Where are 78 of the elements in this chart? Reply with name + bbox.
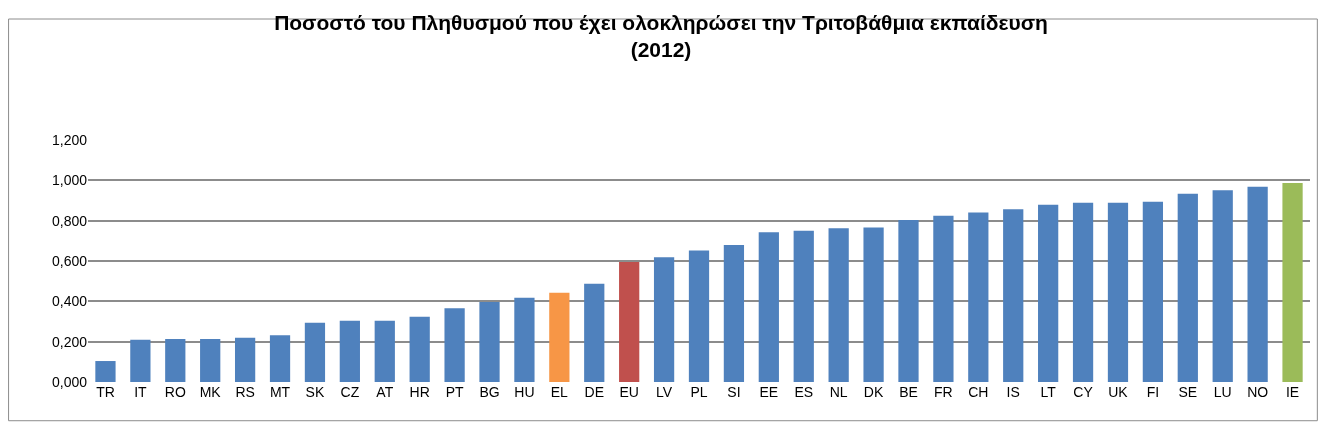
- bar: [1247, 186, 1268, 382]
- bar: [968, 212, 989, 382]
- x-tick-label: HU: [514, 384, 535, 400]
- bar: [374, 320, 395, 382]
- y-tick-label: 0,200: [51, 333, 88, 350]
- bar: [1212, 190, 1233, 382]
- x-tick-label: MT: [269, 384, 291, 400]
- bar: [933, 215, 954, 382]
- x-tick-label: SE: [1178, 384, 1198, 400]
- y-tick-label: 0,800: [51, 212, 88, 229]
- bar: [444, 308, 465, 382]
- x-tick-label: SI: [727, 384, 741, 400]
- x-tick-label: PT: [445, 384, 464, 400]
- bar: [409, 316, 430, 382]
- bar: [653, 257, 675, 382]
- x-tick-label: TR: [96, 384, 115, 400]
- x-tick-label: CZ: [340, 384, 360, 400]
- bar: [549, 292, 570, 382]
- bar: [1177, 193, 1198, 382]
- bar: [234, 337, 256, 382]
- bar: [758, 232, 779, 382]
- y-tick-label: 1,200: [51, 131, 88, 148]
- x-tick-label: MK: [199, 384, 222, 400]
- x-tick-label: AT: [376, 384, 394, 400]
- bar: [863, 227, 884, 382]
- x-tick-label: BG: [479, 384, 500, 400]
- x-tick-label: IT: [134, 384, 148, 400]
- bar: [514, 297, 535, 382]
- x-tick-label: UK: [1108, 384, 1129, 400]
- y-tick-label: 0,400: [51, 293, 88, 310]
- x-tick-label: LT: [1040, 384, 1057, 400]
- bar: [95, 361, 116, 382]
- x-tick-label: EU: [619, 384, 639, 400]
- bar: [1142, 201, 1164, 382]
- bar: [723, 245, 745, 382]
- x-tick-label: RS: [235, 384, 255, 400]
- bar: [584, 283, 605, 382]
- bar: [1072, 202, 1094, 382]
- bar: [1003, 209, 1024, 382]
- x-tick-label: EE: [759, 384, 779, 400]
- chart-title: Ποσοστό του Πληθυσμού που έχει ολοκληρώσει την Τριτοβάθμια εκπαίδευση (2012): [274, 10, 1048, 62]
- x-tick-label: NO: [1247, 384, 1269, 400]
- x-tick-label: IE: [1285, 384, 1300, 400]
- bar: [304, 322, 326, 382]
- bar: [165, 339, 186, 382]
- bar: [479, 301, 500, 382]
- bar: [1282, 182, 1303, 382]
- x-tick-label: EL: [550, 384, 569, 400]
- bar: [339, 320, 360, 382]
- bar: [898, 220, 919, 382]
- x-tick-label: DK: [863, 384, 884, 400]
- x-tick-label: CY: [1073, 384, 1094, 400]
- x-tick-label: NL: [829, 384, 848, 400]
- x-tick-label: IS: [1006, 384, 1020, 400]
- y-tick-label: 0,600: [51, 252, 88, 269]
- bar: [1038, 204, 1059, 382]
- x-tick-label: PL: [690, 384, 708, 400]
- bar: [269, 335, 291, 382]
- x-tick-label: LV: [656, 384, 673, 400]
- x-tick-label: DE: [584, 384, 604, 400]
- x-tick-label: SK: [305, 384, 325, 400]
- y-tick-label: 0,000: [51, 373, 88, 390]
- bar: [200, 339, 221, 382]
- bar: [688, 250, 710, 382]
- x-tick-label: FI: [1146, 384, 1160, 400]
- x-tick-label: BE: [899, 384, 918, 400]
- x-tick-label: RO: [164, 384, 186, 400]
- bar: [1107, 202, 1129, 382]
- y-tick-label: 1,000: [51, 172, 88, 189]
- x-tick-label: HR: [409, 384, 430, 400]
- x-tick-label: FR: [934, 384, 953, 400]
- bar: [793, 230, 814, 382]
- x-tick-label: LU: [1213, 384, 1232, 400]
- bar: [619, 262, 640, 382]
- x-tick-label: ES: [794, 384, 814, 400]
- bar: [130, 339, 151, 382]
- x-tick-label: CH: [968, 384, 989, 400]
- bar: [828, 228, 849, 382]
